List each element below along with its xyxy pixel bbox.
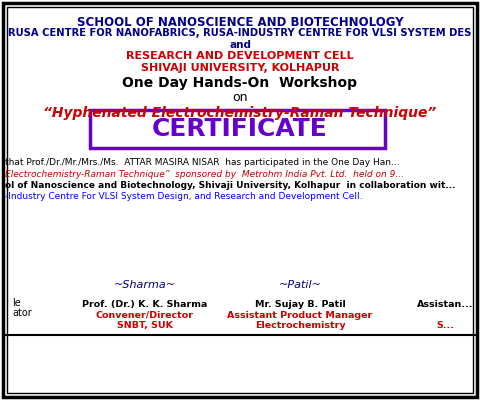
Text: “Hyphenated Electrochemistry-Raman Technique”: “Hyphenated Electrochemistry-Raman Techn… [43,106,437,120]
Text: CERTIFICATE: CERTIFICATE [152,117,328,141]
Text: SHIVAJI UNIVERSITY, KOLHAPUR: SHIVAJI UNIVERSITY, KOLHAPUR [141,63,339,73]
Text: le: le [12,298,21,308]
Text: SCHOOL OF NANOSCIENCE AND BIOTECHNOLOGY: SCHOOL OF NANOSCIENCE AND BIOTECHNOLOGY [77,16,403,29]
Text: RUSA CENTRE FOR NANOFABRICS, RUSA-INDUSTRY CENTRE FOR VLSI SYSTEM DES: RUSA CENTRE FOR NANOFABRICS, RUSA-INDUST… [8,28,472,38]
Text: Electrochemistry-Raman Technique”  sponsored by  Metrohm India Pvt. Ltd.  held o: Electrochemistry-Raman Technique” sponso… [5,170,404,179]
Text: Prof. (Dr.) K. K. Sharma: Prof. (Dr.) K. K. Sharma [82,300,208,309]
Text: Assistan...: Assistan... [417,300,473,309]
Text: Convener/Director: Convener/Director [96,311,194,320]
Text: Assistant Product Manager: Assistant Product Manager [228,311,372,320]
Text: RESEARCH AND DEVELOPMENT CELL: RESEARCH AND DEVELOPMENT CELL [126,51,354,61]
FancyBboxPatch shape [90,110,385,148]
Text: ol of Nanoscience and Biotechnology, Shivaji University, Kolhapur  in collaborat: ol of Nanoscience and Biotechnology, Shi… [5,181,456,190]
Text: that Prof./Dr./Mr./Mrs./Ms.  ATTAR MASIRA NISAR  has participated in the One Day: that Prof./Dr./Mr./Mrs./Ms. ATTAR MASIRA… [5,158,400,167]
Text: One Day Hands-On  Workshop: One Day Hands-On Workshop [122,76,358,90]
Text: -Industry Centre For VLSI System Design, and Research and Development Cell.: -Industry Centre For VLSI System Design,… [5,192,362,201]
Text: S...: S... [436,321,454,330]
Text: ~Patil~: ~Patil~ [278,280,322,290]
Text: on: on [232,91,248,104]
Text: ator: ator [12,308,32,318]
Text: and: and [229,40,251,50]
Text: ~Sharma~: ~Sharma~ [114,280,176,290]
Text: SNBT, SUK: SNBT, SUK [117,321,173,330]
Text: Electrochemistry: Electrochemistry [255,321,345,330]
Text: Mr. Sujay B. Patil: Mr. Sujay B. Patil [254,300,346,309]
